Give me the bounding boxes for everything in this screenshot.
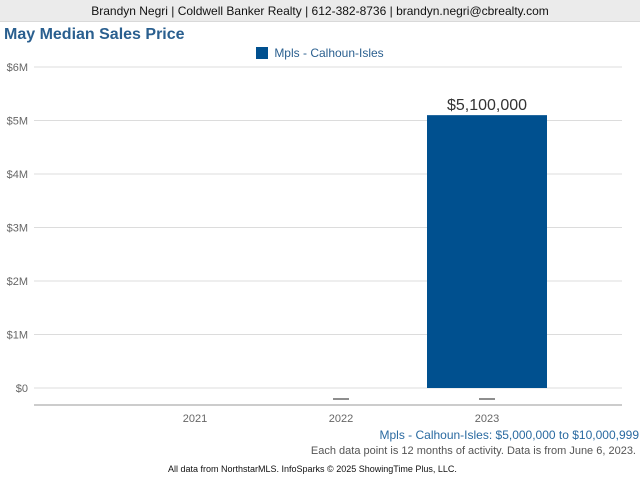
y-tick-label: $3M xyxy=(7,223,28,235)
data-period-note: Each data point is 12 months of activity… xyxy=(310,445,636,457)
bar-data-label: $5,100,000 xyxy=(447,97,527,114)
y-tick-label: $0 xyxy=(16,383,28,395)
y-tick-label: $1M xyxy=(7,330,28,342)
price-range-note[interactable]: Mpls - Calhoun-Isles: $5,000,000 to $10,… xyxy=(379,428,639,442)
x-tick-label: 2021 xyxy=(183,413,207,425)
y-tick-label: $5M xyxy=(7,116,28,128)
y-tick-label: $2M xyxy=(7,276,28,288)
bar xyxy=(427,115,547,389)
legend-label: Mpls - Calhoun-Isles xyxy=(274,46,384,60)
legend-swatch xyxy=(256,47,269,59)
x-tick-label: 2023 xyxy=(475,413,499,425)
y-tick-label: $4M xyxy=(7,169,28,181)
agent-contact-header: Brandyn Negri | Coldwell Banker Realty |… xyxy=(0,0,640,22)
x-tick-label: 2022 xyxy=(329,413,353,425)
chart-title: May Median Sales Price xyxy=(4,26,185,43)
y-tick-label: $6M xyxy=(7,62,28,74)
data-source-footer: All data from NorthstarMLS. InfoSparks ©… xyxy=(168,464,457,474)
chart-legend[interactable]: Mpls - Calhoun-Isles xyxy=(0,46,640,60)
